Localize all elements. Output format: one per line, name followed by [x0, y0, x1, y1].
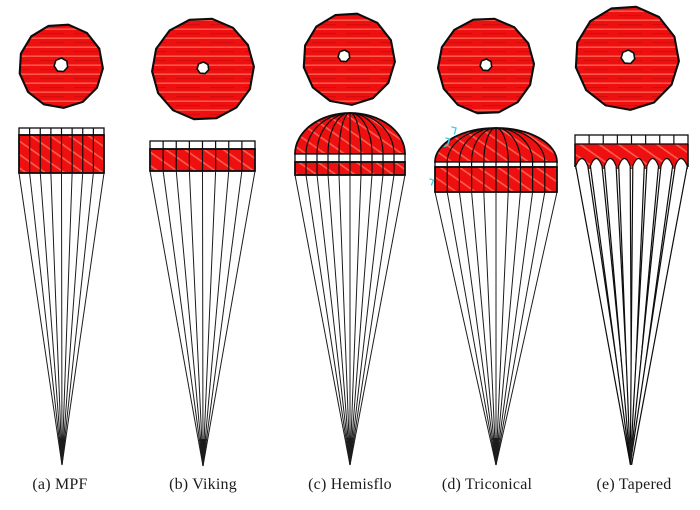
gore-meridian [483, 127, 497, 163]
vent-hole [479, 58, 493, 72]
hemisflo-top-view [302, 12, 396, 106]
viking-side-view [149, 140, 256, 467]
triconical-top-view [436, 17, 536, 115]
tapered-gore-fingers [575, 157, 688, 465]
line-confluence-point [58, 438, 66, 465]
triconical-parachute [429, 17, 558, 466]
suspension-lines [294, 174, 406, 466]
gore-meridian [471, 127, 497, 163]
mpf-top-view [18, 23, 104, 109]
suspension-lines [149, 170, 256, 467]
triconical-side-view [434, 127, 558, 466]
suspension-lines [18, 172, 105, 466]
gore-meridian [327, 112, 351, 155]
vent-hole [53, 57, 69, 73]
hemisflo-parachute [294, 12, 406, 466]
triconical-cyan-artifact-marks [429, 126, 457, 186]
mpf-side-view [18, 127, 105, 466]
viking-parachute [149, 17, 256, 467]
vent-hole [196, 61, 210, 75]
gore-meridian [349, 112, 395, 155]
tapered-top-view [574, 5, 680, 111]
line-confluence-point [627, 438, 635, 465]
line-confluence-point [492, 438, 500, 465]
hemisflo-side-view [294, 112, 406, 466]
line-confluence-point [346, 438, 354, 465]
suspension-lines [434, 191, 558, 466]
vent-hole [620, 49, 636, 65]
viking-top-view [151, 17, 255, 121]
canopy-crown-dome [294, 112, 406, 155]
canopy-crown-dome [434, 127, 558, 163]
vent-hole [337, 49, 351, 63]
tapered-side-view [574, 134, 689, 465]
mpf-parachute [18, 23, 105, 466]
gore-meridian [495, 127, 546, 163]
tapered-parachute [574, 5, 689, 465]
gore-meridian [338, 112, 351, 155]
line-confluence-point [199, 439, 207, 466]
tapered-gore [629, 157, 688, 465]
